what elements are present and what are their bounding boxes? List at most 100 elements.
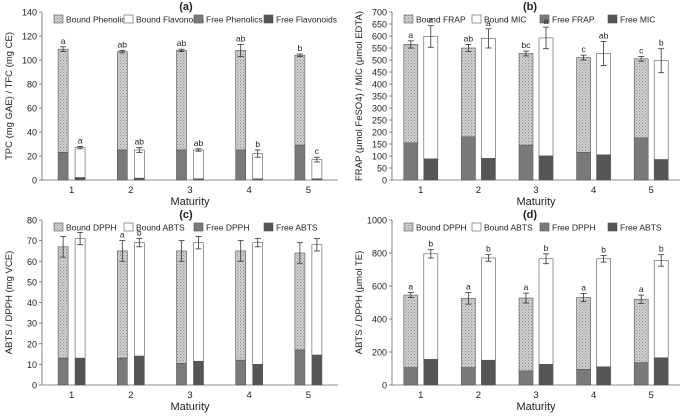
bar-bound-abts bbox=[134, 242, 145, 357]
x-tick-label: 5 bbox=[649, 185, 654, 196]
bar-dpph-1: a bbox=[403, 282, 419, 386]
bar-free-flavonoids bbox=[311, 178, 323, 181]
y-tick-label: 30 bbox=[27, 319, 37, 329]
bar-flavonoids-1: a bbox=[74, 135, 86, 181]
bar-dpph-3 bbox=[176, 240, 187, 386]
bar-bound-flavonoids bbox=[134, 149, 145, 179]
bar-phenolics-5: b bbox=[294, 43, 306, 181]
bar-free-mic bbox=[481, 158, 496, 181]
bar-free-abts bbox=[311, 354, 323, 386]
x-tick-label: 1 bbox=[418, 390, 423, 401]
bar-free-dpph bbox=[176, 363, 187, 386]
bar-abts-4: b bbox=[596, 244, 611, 386]
y-axis-ticks: 0 20 40 60 80 100 120 140 bbox=[22, 8, 42, 186]
significance-letter: ab bbox=[177, 38, 187, 48]
legend-entry: Free Phenolics bbox=[206, 15, 263, 25]
bar-phenolics-3: ab bbox=[176, 38, 187, 181]
y-tick-label: 10 bbox=[27, 360, 37, 370]
x-tick-label: 5 bbox=[306, 185, 311, 196]
bar-bound-abts bbox=[74, 238, 86, 359]
significance-letter: a bbox=[486, 18, 491, 28]
y-tick-label: 100 bbox=[22, 56, 37, 66]
legend-entry: Bound Phenolics bbox=[66, 15, 130, 25]
legend-entry: Bound FRAP bbox=[416, 15, 466, 25]
bar-free-frap bbox=[518, 144, 534, 181]
chart-panel-c: (c) 0 10 20 30 40 50 60 70 80 ABTS / DPPH (mg VCE)… bbox=[4, 209, 338, 413]
x-tick-label: 2 bbox=[128, 185, 133, 196]
bar-bound-dpph bbox=[633, 298, 649, 364]
bar-bound-mic bbox=[596, 53, 611, 156]
legend-swatch bbox=[607, 14, 618, 24]
significance-letter: b bbox=[255, 139, 260, 149]
bar-dpph-5 bbox=[294, 242, 306, 386]
x-tick-label: 4 bbox=[247, 185, 252, 196]
bar-free-phenolics bbox=[176, 149, 187, 181]
significance-letter: a bbox=[78, 135, 83, 145]
bar-bound-phenolics bbox=[235, 50, 246, 151]
bar-mic-3: a bbox=[538, 16, 554, 181]
bar-free-dpph bbox=[518, 370, 534, 386]
bar-bound-dpph bbox=[117, 250, 128, 359]
bar-bound-abts bbox=[538, 258, 554, 365]
panel-label: (a) bbox=[179, 1, 193, 13]
bar-abts-5 bbox=[311, 238, 323, 386]
legend-swatch bbox=[403, 14, 414, 24]
legend-swatch bbox=[263, 222, 274, 232]
legend-entry: Free ABTS bbox=[276, 223, 318, 233]
x-tick-label: 4 bbox=[247, 390, 252, 401]
legend-entry: Bound DPPH bbox=[66, 223, 117, 233]
bar-bound-mic bbox=[653, 60, 669, 160]
bar-bound-frap bbox=[518, 53, 534, 146]
x-tick-label: 5 bbox=[649, 390, 654, 401]
bar-free-dpph bbox=[117, 357, 128, 386]
y-axis-label: ABTS / DPPH (μmol TE) bbox=[354, 251, 365, 354]
significance-letter: a bbox=[639, 284, 644, 294]
bar-free-abts bbox=[653, 357, 669, 386]
y-axis-ticks: 0 10 20 30 40 50 60 70 80 bbox=[27, 216, 42, 391]
y-tick-label: 80 bbox=[27, 216, 37, 226]
x-tick-label: 2 bbox=[476, 390, 481, 401]
bar-flavonoids-3: ab bbox=[193, 138, 204, 181]
bar-flavonoids-2: ab bbox=[134, 137, 145, 181]
legend-swatch bbox=[53, 14, 64, 24]
y-tick-label: 70 bbox=[27, 236, 37, 246]
y-tick-label: 200 bbox=[372, 348, 387, 358]
significance-letter: a bbox=[61, 36, 66, 46]
x-tick-label: 1 bbox=[418, 185, 423, 196]
y-tick-label: 0 bbox=[382, 381, 387, 391]
y-tick-label: 120 bbox=[22, 32, 37, 42]
bar-mic-5: b bbox=[653, 38, 669, 181]
significance-letter: a bbox=[408, 282, 413, 292]
panel-label: (d) bbox=[523, 209, 537, 221]
significance-letter: c bbox=[315, 146, 320, 156]
x-tick-label: 2 bbox=[476, 185, 481, 196]
significance-letter: b bbox=[544, 243, 549, 253]
bar-abts-1: b bbox=[423, 239, 439, 386]
legend-swatch bbox=[53, 222, 64, 232]
bar-bound-abts bbox=[481, 257, 496, 361]
bar-phenolics-4: ab bbox=[235, 33, 246, 181]
y-tick-label: 60 bbox=[27, 104, 37, 114]
bar-bound-flavonoids bbox=[74, 147, 86, 178]
bar-bound-flavonoids bbox=[193, 149, 204, 180]
bar-frap-5: c bbox=[633, 45, 649, 181]
chart-panel-d: (d) 0 200 400 600 800 1000 ABTS / DPPH (μmol TE… bbox=[354, 209, 680, 413]
significance-letter: b bbox=[486, 244, 491, 254]
y-tick-label: 60 bbox=[27, 257, 37, 267]
bar-bound-abts bbox=[423, 253, 439, 360]
bar-free-abts bbox=[193, 360, 204, 386]
bar-bound-mic bbox=[538, 37, 554, 157]
legend-swatch bbox=[123, 14, 134, 24]
bar-free-dpph bbox=[235, 359, 246, 386]
bar-mic-1: a bbox=[423, 15, 439, 181]
bar-bound-phenolics bbox=[294, 54, 306, 146]
chart-panel-b: (b) 0 50 100 150 200 250 300 350 400 450 500 550 600 6… bbox=[354, 1, 680, 208]
y-tick-label: 40 bbox=[27, 298, 37, 308]
legend-swatch bbox=[471, 222, 482, 232]
significance-letter: b bbox=[298, 43, 303, 53]
legend-entry: Free MIC bbox=[620, 15, 655, 25]
significance-letter: a bbox=[544, 16, 549, 26]
bar-abts-1 bbox=[74, 231, 86, 386]
bar-bound-mic bbox=[481, 38, 496, 159]
